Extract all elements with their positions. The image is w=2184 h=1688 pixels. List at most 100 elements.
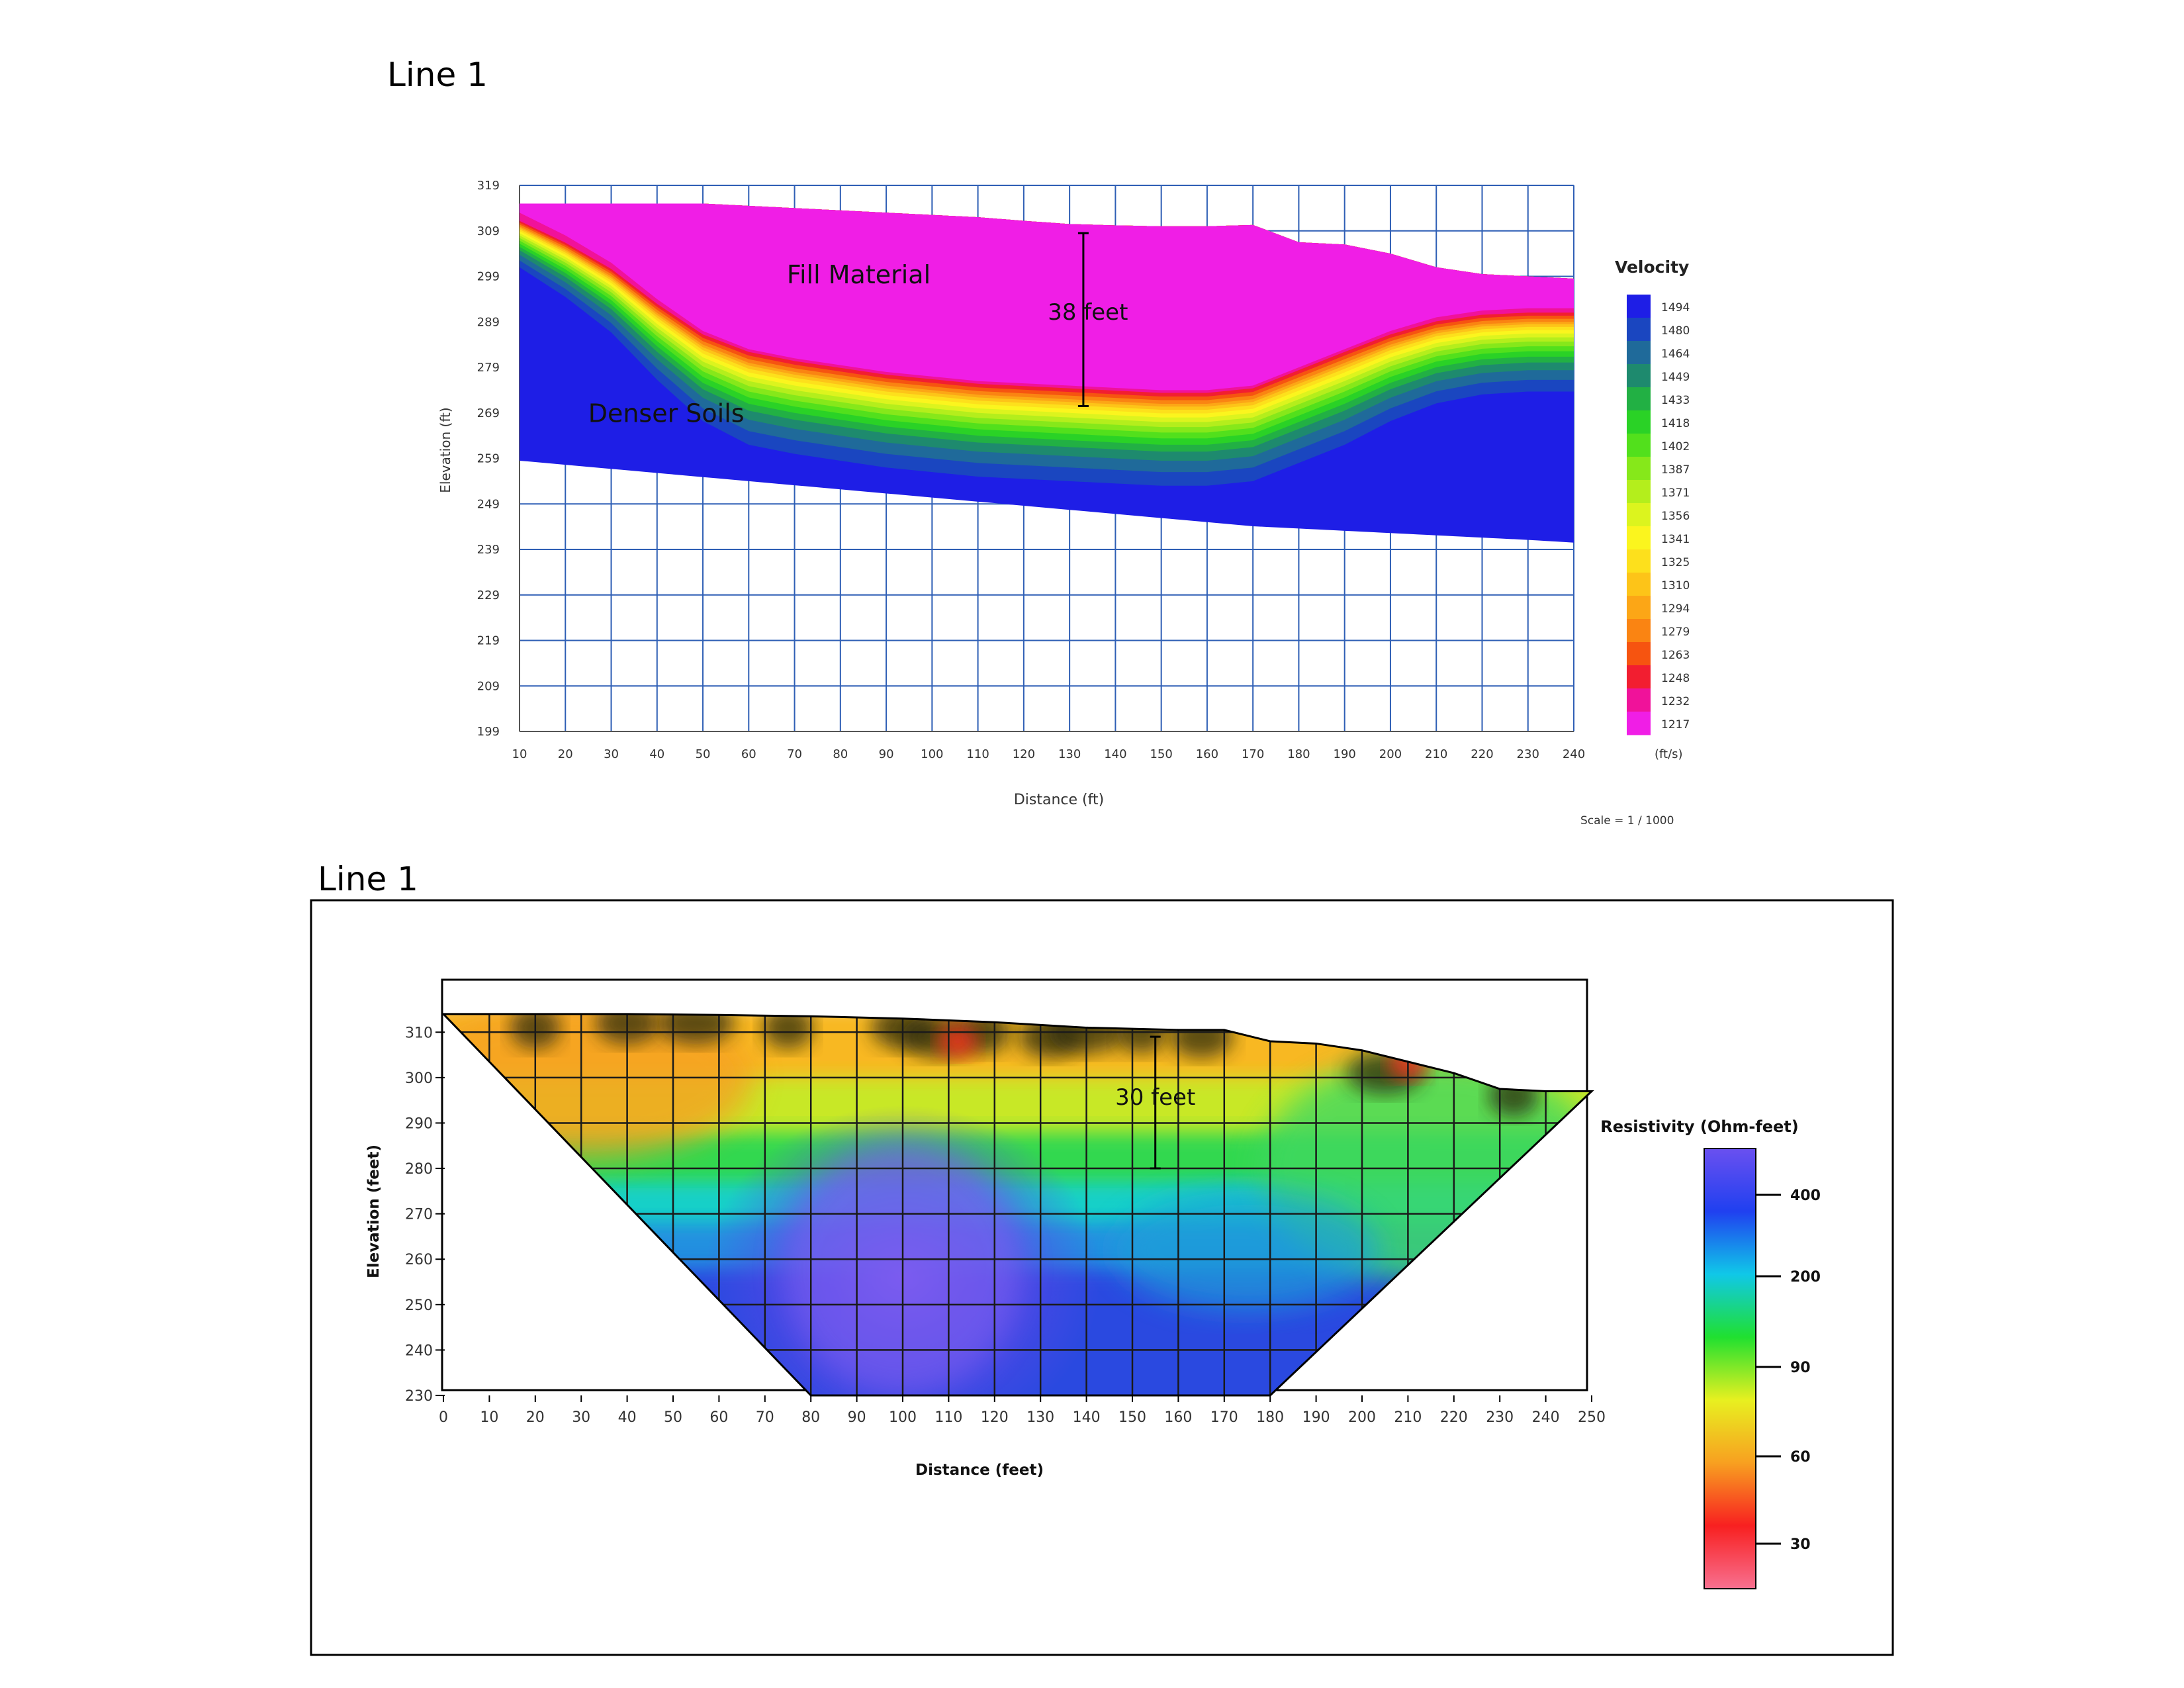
velocity-colorbar-label: 1217	[1661, 718, 1690, 731]
resistivity-x-tick-label: 10	[480, 1409, 498, 1426]
velocity-x-tick-label: 80	[833, 747, 848, 761]
velocity-colorbar-label: 1341	[1661, 533, 1690, 546]
resistivity-y-tick-label: 270	[405, 1207, 433, 1223]
resistivity-annotation-label: 30 feet	[1115, 1084, 1195, 1111]
velocity-colorbar-unit: (ft/s)	[1655, 747, 1683, 761]
velocity-x-tick-label: 180	[1287, 747, 1310, 761]
resistivity-x-tick-label: 30	[572, 1409, 590, 1426]
velocity-colorbar-label: 1402	[1661, 440, 1690, 453]
resistivity-dark-anomaly	[657, 1013, 735, 1045]
velocity-colorbar-swatch	[1627, 480, 1651, 504]
velocity-y-tick-label: 299	[477, 270, 500, 284]
velocity-annotation-label: 38 feet	[1048, 299, 1128, 326]
velocity-band-fill-material	[520, 203, 1574, 391]
velocity-x-tick-label: 190	[1334, 747, 1356, 761]
velocity-x-tick-label: 230	[1517, 747, 1539, 761]
velocity-y-axis-label: Elevation (ft)	[437, 407, 453, 492]
velocity-colorbar-label: 1279	[1661, 626, 1690, 639]
velocity-colorbar-label: 1294	[1661, 602, 1690, 616]
resistivity-colorbar-label: 30	[1790, 1536, 1811, 1553]
velocity-y-tick-label: 249	[477, 497, 500, 511]
velocity-colorbar-swatch	[1627, 341, 1651, 365]
resistivity-x-tick-label: 140	[1073, 1409, 1101, 1426]
velocity-x-axis-label: Distance (ft)	[1014, 792, 1104, 808]
velocity-colorbar-swatch	[1627, 526, 1651, 550]
resistivity-x-tick-label: 170	[1210, 1409, 1238, 1426]
velocity-y-tick-label: 319	[477, 179, 500, 193]
velocity-y-tick-label: 259	[477, 452, 500, 466]
velocity-colorbar-swatch	[1627, 688, 1651, 712]
velocity-x-tick-label: 170	[1242, 747, 1264, 761]
resistivity-x-tick-label: 190	[1302, 1409, 1330, 1426]
velocity-colorbar-label: 1325	[1661, 556, 1690, 569]
resistivity-panel-title: Line 1	[318, 860, 418, 898]
resistivity-panel-frame	[310, 899, 1894, 1656]
resistivity-x-tick-label: 160	[1164, 1409, 1192, 1426]
velocity-panel-title: Line 1	[387, 56, 488, 94]
resistivity-y-axis-label: Elevation (feet)	[365, 1145, 383, 1278]
velocity-y-tick-label: 289	[477, 315, 500, 329]
resistivity-colorbar-label: 90	[1790, 1360, 1811, 1376]
velocity-annotations: Fill Material 38 feet Denser Soils	[588, 232, 1128, 428]
velocity-x-tick-label: 90	[879, 747, 894, 761]
velocity-x-tick-label: 130	[1058, 747, 1081, 761]
resistivity-x-tick-label: 20	[526, 1409, 545, 1426]
velocity-x-tick-label: 160	[1196, 747, 1218, 761]
velocity-colorbar-label: 1494	[1661, 301, 1690, 314]
velocity-x-tick-label: 70	[787, 747, 802, 761]
velocity-colorbar-swatch	[1627, 434, 1651, 457]
velocity-colorbar-swatch	[1627, 503, 1651, 527]
velocity-colorbar-swatch	[1627, 364, 1651, 388]
velocity-colorbar-swatch	[1627, 642, 1651, 666]
resistivity-y-tick-label: 310	[405, 1025, 433, 1041]
resistivity-annotations: 30 feet	[1115, 1035, 1195, 1170]
resistivity-x-tick-label: 150	[1118, 1409, 1146, 1426]
velocity-x-tick-label: 210	[1425, 747, 1447, 761]
velocity-colorbar-swatch	[1627, 619, 1651, 643]
velocity-colorbar-swatch	[1627, 712, 1651, 735]
resistivity-colorbar-ramp	[1704, 1148, 1756, 1589]
velocity-y-tick-label: 199	[477, 725, 500, 739]
velocity-colorbar-label: 1248	[1661, 672, 1690, 685]
resistivity-x-tick-label: 120	[981, 1409, 1009, 1426]
velocity-colorbar-label: 1310	[1661, 579, 1690, 592]
velocity-colorbar-swatch	[1627, 596, 1651, 620]
velocity-colorbar-label: 1418	[1661, 417, 1690, 430]
resistivity-x-tick-label: 70	[756, 1409, 774, 1426]
resistivity-colorbar: 400 200 90 60 30	[1704, 1148, 1821, 1589]
resistivity-y-tick-label: 290	[405, 1115, 433, 1132]
resistivity-x-tick-label: 50	[664, 1409, 682, 1426]
resistivity-x-tick-label: 40	[618, 1409, 637, 1426]
velocity-y-ticks: 319 309 299 289 279 269 259 249 239 229 219 209 199	[477, 179, 500, 739]
velocity-x-tick-label: 140	[1104, 747, 1126, 761]
velocity-x-tick-label: 20	[558, 747, 573, 761]
velocity-colorbar-swatch	[1627, 387, 1651, 411]
velocity-x-tick-label: 40	[649, 747, 664, 761]
resistivity-y-tick-label: 280	[405, 1161, 433, 1178]
resistivity-section-panel: Line 1 0 10 20 30 40 50 60 70 80 90 100 110 120 130 14…	[310, 860, 1894, 1656]
resistivity-x-tick-label: 130	[1026, 1409, 1054, 1426]
resistivity-x-tick-label: 240	[1532, 1409, 1560, 1426]
velocity-colorbar-label: 1232	[1661, 695, 1690, 708]
resistivity-y-tick-label: 260	[405, 1252, 433, 1268]
velocity-y-tick-label: 229	[477, 588, 500, 602]
resistivity-y-tick-label: 230	[405, 1388, 433, 1405]
resistivity-anomaly	[1115, 1190, 1380, 1310]
resistivity-y-tick-label: 300	[405, 1070, 433, 1087]
velocity-colorbar-label: 1464	[1661, 348, 1690, 361]
velocity-x-tick-label: 120	[1013, 747, 1035, 761]
resistivity-colorbar-label: 400	[1790, 1188, 1821, 1204]
resistivity-x-tick-label: 250	[1578, 1409, 1606, 1426]
velocity-y-tick-label: 279	[477, 361, 500, 375]
velocity-x-tick-label: 220	[1471, 747, 1493, 761]
resistivity-x-tick-label: 220	[1440, 1409, 1468, 1426]
velocity-colorbar-label: 1433	[1661, 394, 1690, 407]
velocity-colorbar-swatch	[1627, 295, 1651, 318]
velocity-colorbar-swatch	[1627, 410, 1651, 434]
velocity-colorbar-label: 1356	[1661, 510, 1690, 523]
resistivity-colorbar-title: Resistivity (Ohm-feet)	[1600, 1117, 1798, 1136]
velocity-x-tick-label: 50	[696, 747, 711, 761]
velocity-colorbar-label: 1449	[1661, 371, 1690, 384]
resistivity-x-tick-label: 210	[1394, 1409, 1422, 1426]
